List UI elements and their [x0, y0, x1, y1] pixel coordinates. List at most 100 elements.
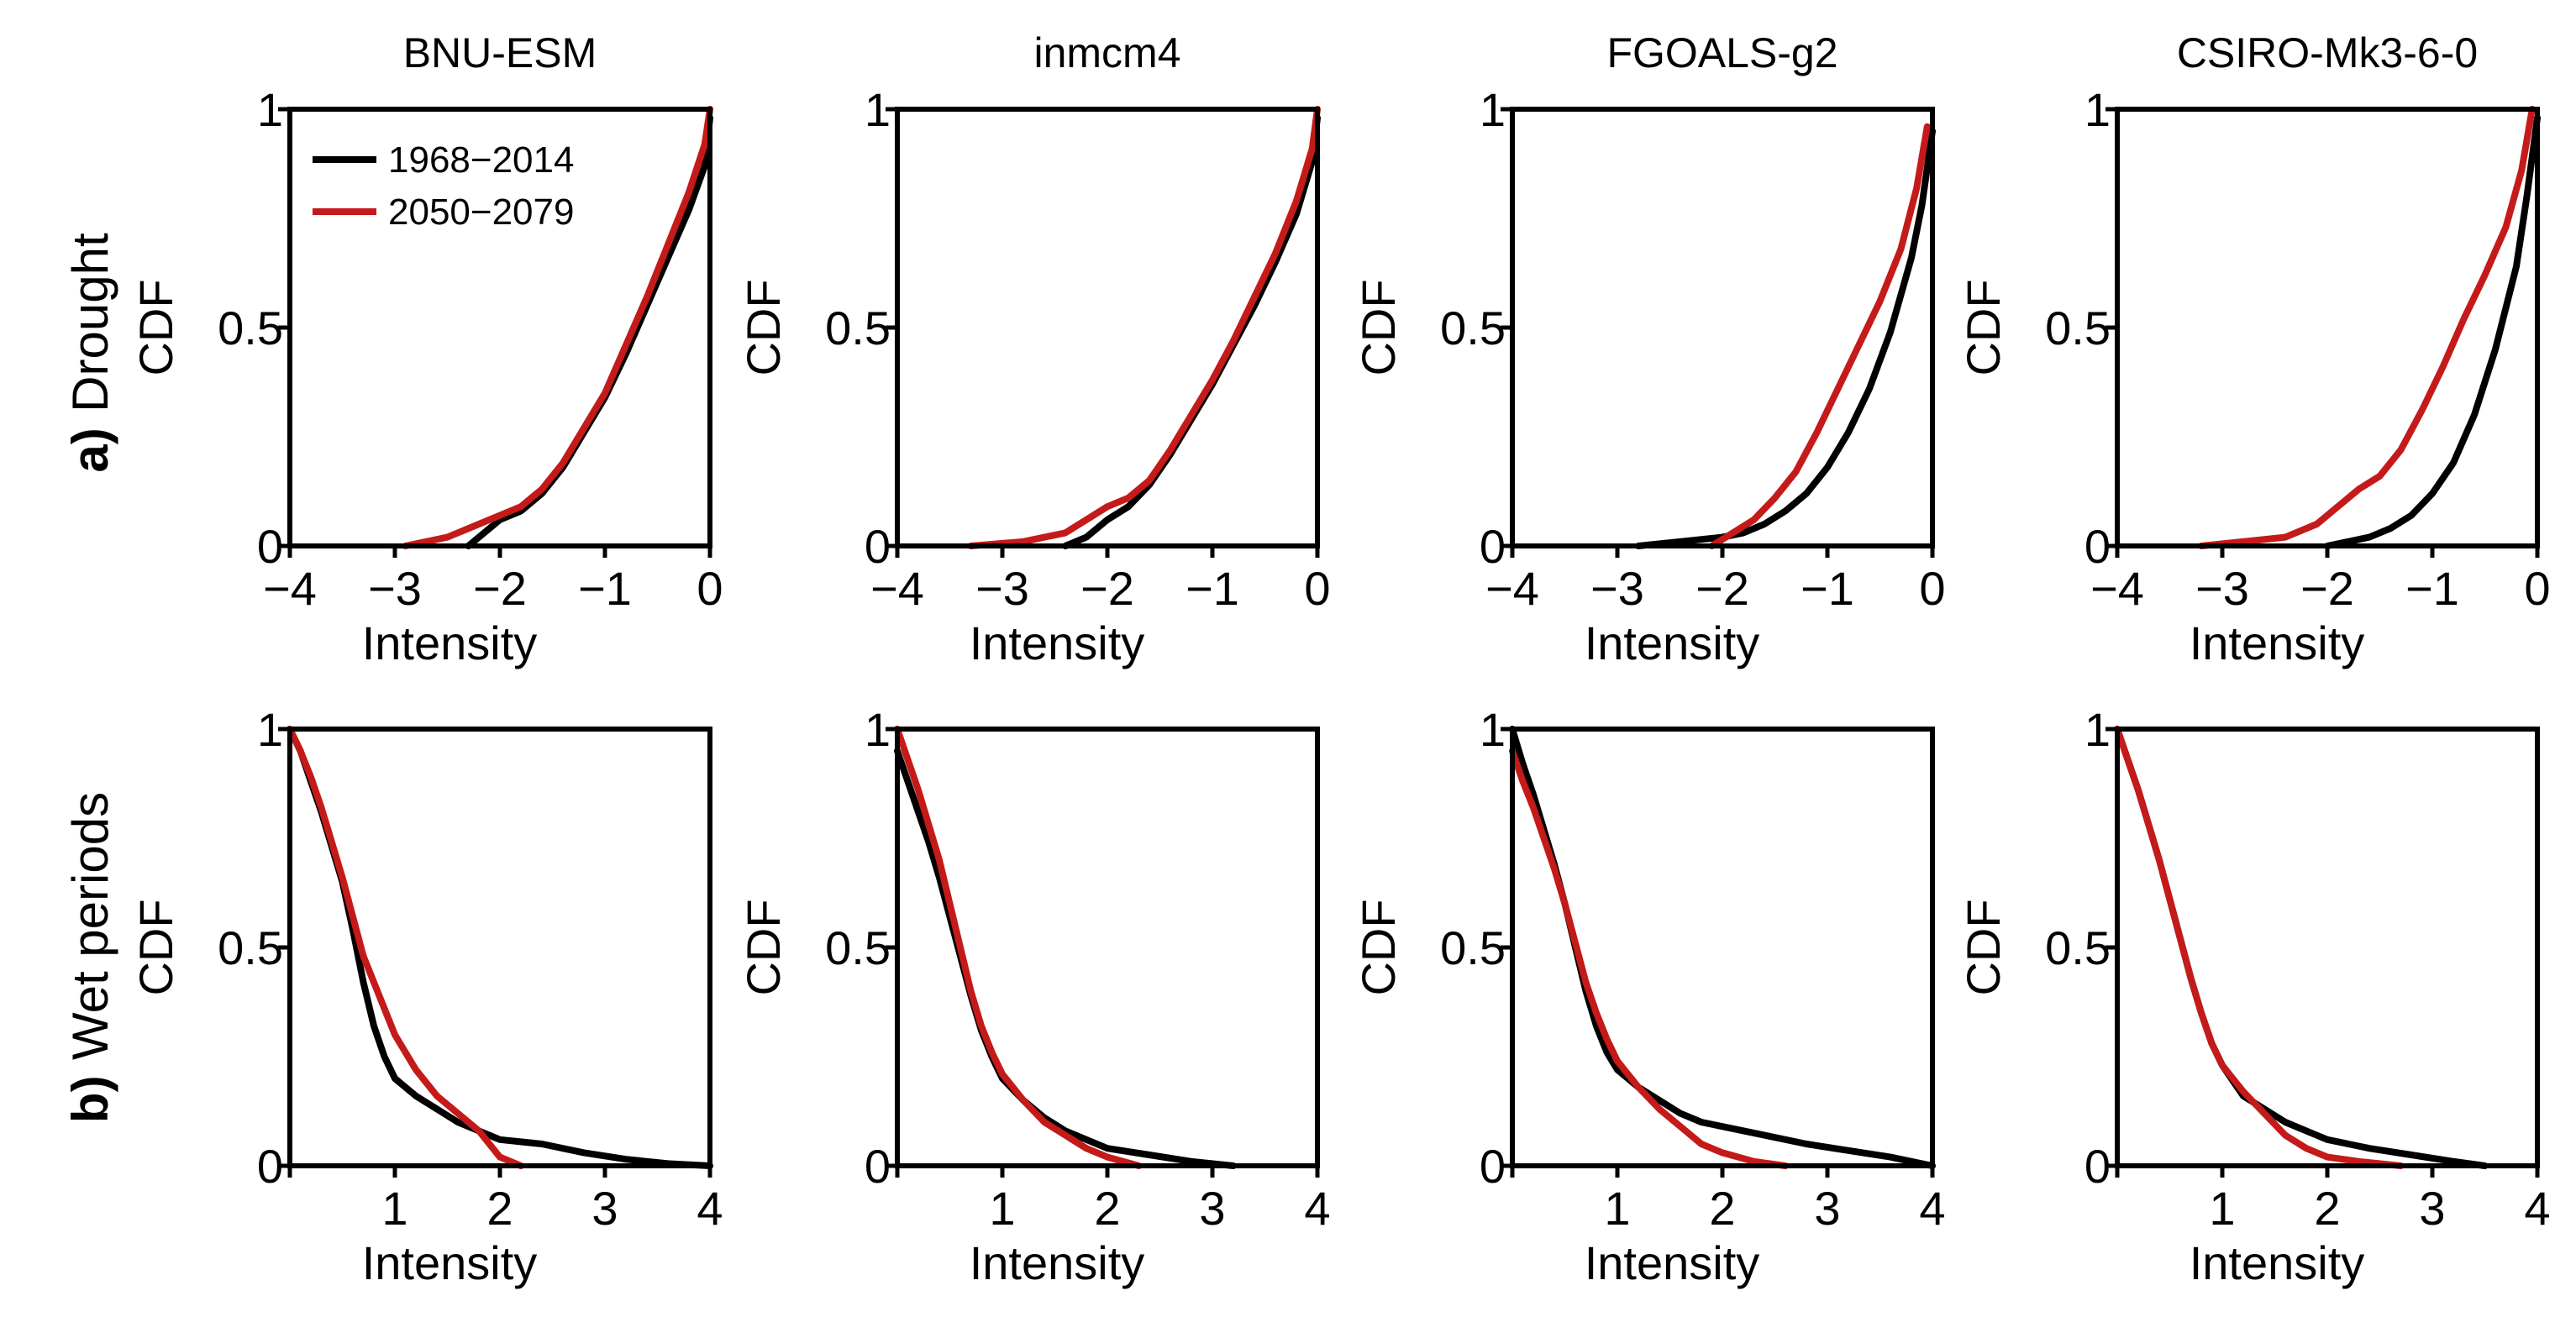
legend: 1968−2014 2050−2079 [313, 139, 574, 233]
x-tick-label: 4 [697, 1182, 723, 1235]
x-tick-label: 0 [1919, 562, 1945, 615]
x-tick-label: 0 [697, 562, 723, 615]
x-tick-label: 1 [2209, 1182, 2235, 1235]
axes-frame [287, 727, 712, 1168]
row-text-drought: Drought [62, 233, 118, 412]
y-tick-label: 0 [1480, 1140, 1506, 1193]
y-axis-label: CDF [1352, 279, 1405, 375]
x-tick-label: −4 [2090, 562, 2144, 615]
y-tick-label: 0.5 [2045, 921, 2111, 974]
y-tick-label: 1 [1480, 83, 1506, 136]
panel-drought-2: inmcm4 −4 −3 −2 −1 0 0 0.5 1 Intensity CDF [737, 29, 1331, 669]
row-letter-a: a) [62, 428, 118, 472]
series-line-future [2198, 106, 2536, 549]
x-tick-label: −4 [870, 562, 924, 615]
series-line-historical [894, 748, 1237, 1169]
y-tick-label: 0.5 [218, 302, 283, 354]
panel-title: BNU-ESM [403, 29, 597, 76]
series-line-historical [287, 726, 713, 1169]
series-line-historical [465, 114, 713, 549]
series-line-historical [2324, 114, 2541, 549]
y-tick-label: 1 [2084, 703, 2111, 756]
x-tick-label: −1 [2405, 562, 2459, 615]
x-tick-label: −3 [368, 562, 422, 615]
svg-text:a) Drought: a) Drought [62, 233, 118, 473]
y-axis-label-group: CDF [1352, 279, 1405, 375]
x-tick-label: −2 [473, 562, 527, 615]
x-tick-label: 0 [1304, 562, 1330, 615]
row-letter-b: b) [62, 1075, 118, 1123]
y-tick-label: 1 [865, 83, 891, 136]
x-tick-label: −4 [263, 562, 317, 615]
y-tick-label: 0.5 [1440, 921, 1506, 974]
y-tick-label: 1 [257, 703, 283, 756]
panel-title: inmcm4 [1033, 29, 1180, 76]
x-tick-label: 1 [989, 1182, 1015, 1235]
y-tick-label: 0.5 [218, 921, 283, 974]
y-axis-label: CDF [737, 279, 790, 375]
legend-label-future: 2050−2079 [388, 192, 574, 233]
y-tick-label: 0 [257, 520, 283, 573]
x-tick-label: −2 [1695, 562, 1749, 615]
series-line-future [2114, 726, 2405, 1169]
y-axis-label: CDF [737, 899, 790, 995]
x-tick-label: −1 [578, 562, 632, 615]
y-tick-label: 1 [1480, 703, 1506, 756]
y-axis-label-group: CDF [1352, 899, 1405, 995]
x-axis-label: Intensity [2190, 617, 2365, 669]
x-axis-label: Intensity [362, 617, 538, 669]
x-axis-label: Intensity [2190, 1236, 2365, 1289]
y-tick-label: 0.5 [825, 921, 891, 974]
y-tick-label: 0.5 [2045, 302, 2111, 354]
x-tick-label: 3 [1814, 1182, 1840, 1235]
y-axis-label-group: CDF [737, 279, 790, 375]
x-tick-label: 4 [1919, 1182, 1945, 1235]
panel-drought-3: FGOALS-g2 −4 −3 −2 −1 0 0 0.5 1 Intensity CDF [1352, 29, 1946, 669]
x-tick-label: −3 [2195, 562, 2249, 615]
x-tick-label: −2 [2300, 562, 2354, 615]
panels-group: BNU-ESM−4 −3 −2 −1 000.51IntensityCDFinmcm4−… [129, 29, 2551, 1289]
series-line-future [967, 106, 1321, 549]
y-tick-label: 0 [865, 1140, 891, 1193]
x-tick-label: 3 [1199, 1182, 1225, 1235]
x-tick-label: −1 [1185, 562, 1239, 615]
panel-drought-1: BNU-ESM −4 −3 −2 −1 0 0 0.5 1 Intensity CDF [129, 29, 723, 669]
y-axis-label-group: CDF [1957, 279, 2010, 375]
x-tick-label: 3 [591, 1182, 618, 1235]
y-tick-label: 0.5 [1440, 302, 1506, 354]
y-tick-label: 0 [2084, 520, 2111, 573]
series-line-future [894, 726, 1143, 1169]
y-tick-label: 1 [2084, 83, 2111, 136]
y-axis-label-group: CDF [1957, 899, 2010, 995]
panel-drought-4: CSIRO-Mk3-6-0 −4 −3 −2 −1 0 0 0.5 1 Intensity CDF [1957, 29, 2551, 669]
x-tick-label: 3 [2419, 1182, 2445, 1235]
x-tick-label: −4 [1485, 562, 1539, 615]
y-axis-label: CDF [1957, 899, 2010, 995]
y-tick-label: 0 [2084, 1140, 2111, 1193]
axes-frame [2115, 107, 2540, 548]
x-tick-label: −3 [975, 562, 1029, 615]
x-tick-label: 0 [2524, 562, 2550, 615]
y-tick-label: 0 [865, 520, 891, 573]
svg-text:b) Wet periods: b) Wet periods [62, 792, 118, 1123]
x-tick-label: −3 [1590, 562, 1644, 615]
x-tick-label: 1 [1604, 1182, 1630, 1235]
x-tick-label: 4 [2524, 1182, 2550, 1235]
y-tick-label: 0 [257, 1140, 283, 1193]
x-tick-label: −2 [1080, 562, 1134, 615]
series-line-future [1509, 748, 1789, 1169]
y-axis-label-group: CDF [129, 279, 182, 375]
x-axis-label: Intensity [970, 1236, 1145, 1289]
x-tick-label: 2 [1094, 1182, 1120, 1235]
y-tick-label: 0.5 [825, 302, 891, 354]
series-line-historical [1062, 114, 1321, 549]
x-tick-label: 1 [381, 1182, 407, 1235]
row-label-wet-periods: b) Wet periods [62, 792, 118, 1123]
x-axis-label: Intensity [970, 617, 1145, 669]
row-label-drought: a) Drought [62, 233, 118, 473]
x-tick-label: 2 [486, 1182, 513, 1235]
